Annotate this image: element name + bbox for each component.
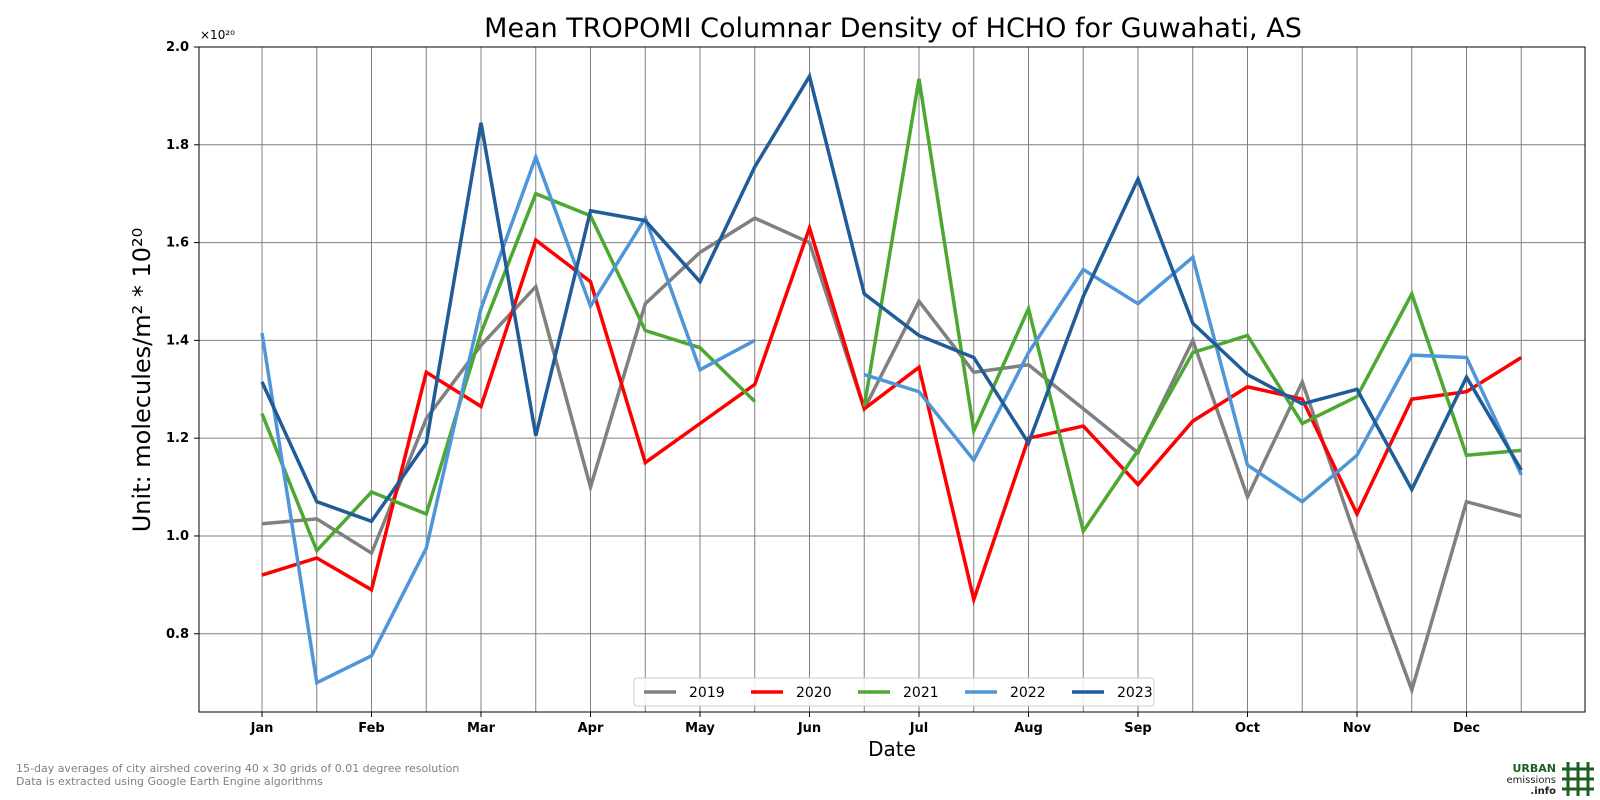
y-tick-label: 1.8 bbox=[166, 138, 189, 153]
x-tick-label: Mar bbox=[467, 721, 496, 736]
y-tick-label: 1.2 bbox=[166, 431, 189, 446]
series-line-2022 bbox=[863, 254, 1523, 504]
legend-label-2023: 2023 bbox=[1117, 685, 1153, 701]
series-line-2022 bbox=[260, 151, 756, 686]
legend-label-2020: 2020 bbox=[796, 685, 832, 701]
x-tick-label: Oct bbox=[1235, 721, 1260, 736]
logo-word: URBAN bbox=[1512, 762, 1556, 775]
plot-area-frame bbox=[198, 46, 1586, 713]
x-tick-label: Jun bbox=[797, 721, 821, 736]
y-tick-label: 1.0 bbox=[166, 529, 189, 544]
legend: 2019 2020 2021 2022 2023 bbox=[633, 677, 1155, 707]
y-tick-label: 1.4 bbox=[166, 333, 189, 348]
chart-title: Mean TROPOMI Columnar Density of HCHO fo… bbox=[484, 13, 1302, 44]
y-axis-multiplier: ×10²⁰ bbox=[200, 28, 235, 42]
legend-box bbox=[633, 677, 1155, 707]
series-lines bbox=[260, 71, 1523, 696]
y-tick-label: 1.6 bbox=[166, 236, 189, 251]
logo-subtext-info: .info bbox=[1530, 786, 1556, 797]
y-tick-label: 0.8 bbox=[166, 627, 189, 642]
x-tick-label: Jan bbox=[250, 721, 274, 736]
legend-label-2021: 2021 bbox=[903, 685, 939, 701]
urban-emissions-logo: URBAN emissions .info bbox=[1496, 760, 1600, 800]
x-axis-label: Date bbox=[868, 737, 916, 761]
x-tick-label: Sep bbox=[1124, 721, 1152, 736]
y-axis: 0.8 1.0 1.2 1.4 1.6 1.8 2.0 bbox=[166, 40, 199, 642]
series-line-2021 bbox=[260, 191, 757, 554]
footnote-line-1: 15-day averages of city airshed covering… bbox=[16, 762, 460, 775]
x-tick-label: Aug bbox=[1014, 721, 1043, 736]
y-axis-label: Unit: molecules/m² * 10²⁰ bbox=[128, 228, 156, 533]
x-tick-label: Feb bbox=[358, 721, 384, 736]
series-line-2023 bbox=[260, 71, 1523, 524]
legend-label-2022: 2022 bbox=[1010, 685, 1046, 701]
x-tick-label: Jul bbox=[909, 721, 929, 736]
legend-label-2019: 2019 bbox=[689, 685, 725, 701]
x-tick-label: Nov bbox=[1343, 721, 1372, 736]
x-tick-label: Dec bbox=[1453, 721, 1480, 736]
y-tick-label: 2.0 bbox=[166, 40, 189, 55]
x-tick-label: May bbox=[685, 721, 715, 736]
series-line-2021 bbox=[862, 78, 1522, 536]
x-axis: Jan Feb Mar Apr May Jun Jul Aug Sep Oct Nov Dec bbox=[250, 712, 1480, 736]
x-tick-label: Apr bbox=[578, 721, 604, 736]
logo-subtext-emissions: emissions bbox=[1506, 775, 1556, 786]
logo-grid-icon bbox=[1562, 762, 1594, 796]
footnote-line-2: Data is extracted using Google Earth Eng… bbox=[16, 775, 323, 788]
